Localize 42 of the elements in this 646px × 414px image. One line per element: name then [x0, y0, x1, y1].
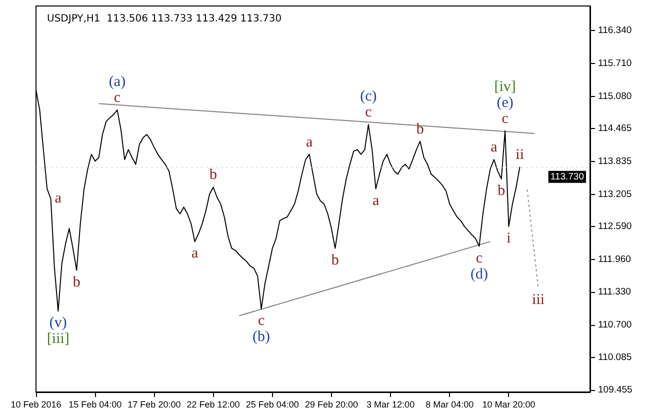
data-label: b	[416, 121, 424, 138]
x-tick-label: 10 Mar 20:00	[482, 400, 536, 410]
data-label: b	[210, 167, 218, 184]
data-label: a	[372, 192, 380, 209]
y-tick-label: 110.085	[598, 352, 632, 363]
y-tick-label: 116.340	[598, 25, 632, 36]
data-label: [iv] (e) c	[494, 78, 516, 127]
x-tick-label: 10 Feb 2016	[10, 400, 62, 410]
y-tick-label: 115.080	[598, 90, 632, 102]
data-label: a	[54, 190, 62, 207]
y-tick-label: 113.205	[598, 188, 632, 200]
x-tick-label: 3 Mar 12:00	[366, 400, 415, 410]
y-tick-label: 115.710	[598, 58, 632, 69]
x-tick-label: 29 Feb 20:00	[304, 400, 358, 410]
y-tick-label: 109.455	[598, 384, 632, 396]
x-tick-label: 15 Feb 04:00	[68, 400, 122, 410]
y-tick-label: 110.700	[598, 320, 632, 331]
data-label: ii	[516, 146, 524, 163]
x-tick-label: 22 Feb 12:00	[186, 400, 240, 410]
data-label: iii	[532, 292, 545, 308]
data-label: a	[306, 134, 313, 150]
data-label: b	[72, 274, 80, 290]
data-label: b	[498, 182, 506, 199]
ref-line-label: 113.730	[550, 171, 584, 182]
x-tick-label: 25 Feb 04:00	[246, 400, 299, 410]
x-tick-label: 8 Mar 04:00	[426, 400, 474, 410]
y-tick-label: 112.590	[598, 220, 632, 232]
data-label: a	[191, 246, 198, 262]
data-label: (v) [iii]	[46, 315, 70, 348]
data-label: c (d)	[470, 250, 488, 282]
data-label: (c) c	[360, 88, 377, 121]
data-label: b	[331, 252, 339, 268]
data-label: (a) c	[108, 74, 126, 106]
y-tick-label: 111.960	[598, 254, 631, 265]
x-tick-label: 17 Feb 20:00	[128, 400, 181, 410]
y-tick-label: 113.835	[598, 156, 632, 167]
y-tick-label: 111.330	[598, 286, 631, 298]
text: USDJPY,H1 113.506 113.733 113.429 113.730	[47, 14, 282, 24]
data-label: c (b)	[252, 312, 270, 345]
data-label: a	[490, 140, 498, 156]
y-tick-label: 114.465	[598, 122, 632, 134]
data-label: i	[506, 230, 511, 246]
